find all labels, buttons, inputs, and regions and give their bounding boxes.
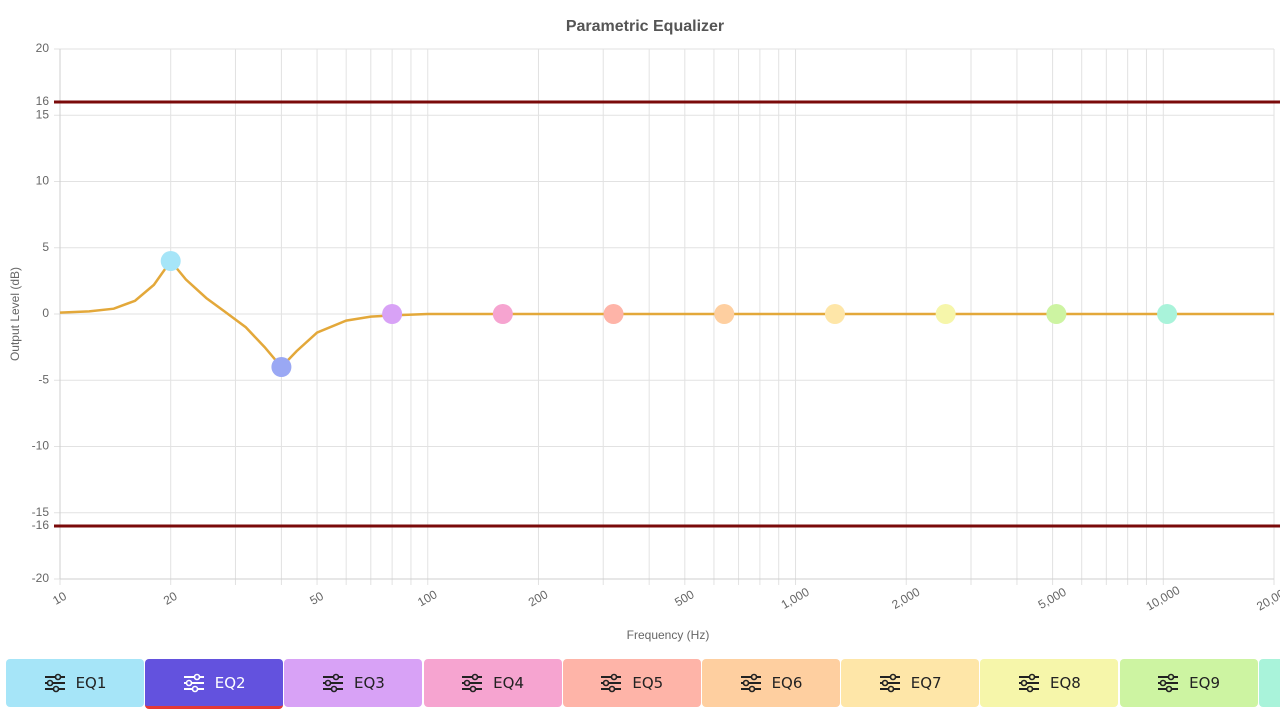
band-tab[interactable]: EQ3 — [284, 659, 423, 707]
band-tab[interactable]: EQ6 — [702, 659, 840, 707]
band-handle[interactable] — [603, 304, 624, 324]
y-tick-label: 15 — [36, 107, 50, 121]
y-tick-label: 20 — [36, 41, 50, 55]
icon-knob — [748, 685, 755, 693]
icon-knob — [463, 679, 471, 687]
band-tab[interactable]: EQ1 — [6, 659, 144, 707]
icon-knob — [469, 685, 477, 693]
y-tick-label: -5 — [38, 372, 49, 386]
tab-icon — [44, 673, 65, 693]
icon-knob — [185, 679, 193, 686]
y-tick-label: 5 — [42, 240, 49, 254]
icon-knob — [52, 685, 59, 693]
icon-knob — [1026, 685, 1034, 693]
x-tick-label: 5,000 — [1036, 585, 1069, 612]
x-tick-label: 10,000 — [1143, 583, 1182, 614]
icon-knob — [742, 679, 749, 687]
x-tick-label: 500 — [672, 587, 697, 609]
y-axis-title: Output Level (dB) — [8, 267, 22, 361]
tab-icon — [601, 673, 622, 693]
band-handle[interactable] — [382, 304, 403, 324]
tab-label: EQ4 — [493, 674, 524, 692]
tab-label: EQ7 — [910, 674, 942, 692]
x-axis-title: Frequency (Hz) — [627, 628, 710, 642]
icon-knob — [609, 685, 616, 693]
band-handle[interactable] — [935, 304, 956, 324]
tab-icon — [1018, 673, 1039, 693]
limit-label: 16 — [36, 94, 50, 108]
band-tab[interactable]: EQ4 — [423, 659, 562, 707]
icon-knob — [324, 679, 332, 687]
icon-knob — [193, 673, 201, 680]
band-handle[interactable] — [1046, 304, 1067, 324]
band-tabs: EQ1 EQ2 EQ3 EQ4 EQ5 EQ6 EQ7 EQ8 EQ9 — [0, 659, 1280, 718]
icon-knob — [750, 673, 757, 681]
icon-knob — [603, 679, 610, 687]
tab-icon — [183, 673, 204, 692]
tab-label: EQ3 — [353, 674, 385, 692]
x-tick-label: 100 — [415, 587, 440, 609]
tab-label: EQ9 — [1189, 674, 1220, 692]
y-tick-label: 0 — [42, 306, 49, 320]
band-handle[interactable] — [160, 251, 181, 271]
y-tick-label: -10 — [32, 439, 50, 453]
band-handle[interactable] — [824, 304, 845, 324]
icon-knob — [330, 685, 338, 693]
icon-knob — [471, 673, 479, 681]
x-tick-label: 20,000 — [1254, 583, 1280, 614]
y-tick-label: -15 — [32, 505, 50, 519]
icon-knob — [46, 679, 53, 687]
icon-knob — [191, 685, 199, 692]
tab-icon — [462, 673, 483, 693]
x-tick-label: 200 — [526, 587, 551, 609]
icon-knob — [887, 685, 895, 693]
tab-label: EQ8 — [1049, 674, 1081, 692]
limit-label: -16 — [32, 518, 50, 532]
tab-label: EQ1 — [75, 674, 107, 692]
band-tab[interactable]: EQ2 — [145, 659, 284, 709]
response-curve — [59, 258, 1274, 369]
y-tick-label: -20 — [32, 571, 50, 585]
tab-label: EQ5 — [632, 674, 664, 692]
icon-knob — [1159, 679, 1167, 687]
y-tick-label: 10 — [36, 174, 50, 188]
icon-knob — [1165, 685, 1173, 693]
icon-knob — [1028, 673, 1036, 681]
tab-icon — [322, 673, 343, 693]
icon-knob — [889, 673, 897, 681]
chart-title: Parametric Equalizer — [566, 18, 724, 35]
band-handle[interactable] — [271, 357, 292, 377]
icon-knob — [54, 673, 61, 681]
tab-icon — [879, 673, 900, 693]
icon-knob — [611, 673, 618, 681]
band-handle[interactable] — [492, 304, 513, 324]
band-tab[interactable] — [1258, 659, 1280, 707]
band-handle[interactable] — [1157, 304, 1178, 324]
band-tab[interactable]: EQ7 — [841, 659, 980, 707]
band-handle[interactable] — [714, 304, 735, 324]
chart: Parametric Equalizer Frequency (Hz) Outp… — [8, 18, 1280, 642]
x-tick-label: 50 — [307, 589, 326, 608]
icon-knob — [332, 673, 340, 681]
icon-knob — [881, 679, 889, 687]
tab-icon — [740, 673, 761, 693]
x-tick-label: 10 — [50, 589, 69, 608]
tab-icon — [1158, 673, 1179, 693]
band-tab[interactable]: EQ8 — [980, 659, 1119, 707]
icon-knob — [1020, 679, 1028, 687]
x-tick-label: 2,000 — [889, 585, 922, 612]
x-tick-label: 1,000 — [779, 585, 812, 612]
tab-label: EQ2 — [214, 673, 246, 692]
band-tab[interactable]: EQ9 — [1119, 659, 1258, 707]
tab-label: EQ6 — [771, 674, 803, 692]
x-tick-label: 20 — [161, 589, 180, 608]
icon-knob — [1167, 673, 1175, 681]
band-tab[interactable]: EQ5 — [562, 659, 701, 707]
